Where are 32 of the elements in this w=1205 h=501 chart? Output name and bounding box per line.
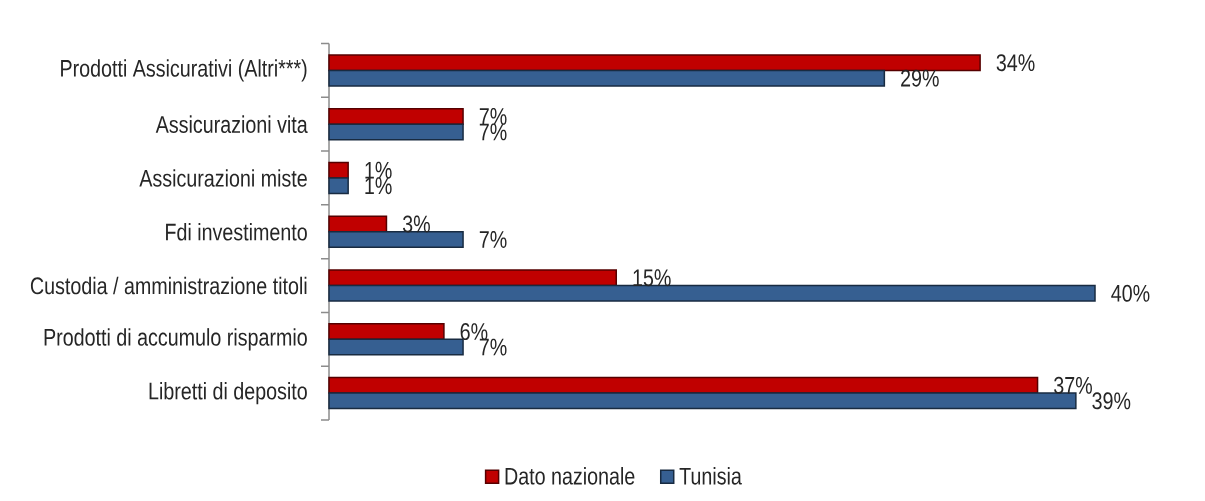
bar bbox=[328, 69, 886, 87]
data-label: 7% bbox=[479, 123, 507, 141]
y-tick-label: Fdi investimento bbox=[166, 222, 307, 241]
bar bbox=[328, 392, 1077, 410]
bar bbox=[328, 338, 464, 356]
data-label: 1% bbox=[365, 177, 392, 195]
data-label: 15% bbox=[633, 269, 671, 287]
y-tick-label: Assicurazioni miste bbox=[139, 169, 307, 187]
data-label: 39% bbox=[1092, 392, 1131, 410]
legend-label: Dato nazionale bbox=[505, 467, 635, 485]
bar bbox=[328, 269, 618, 287]
data-label: 7% bbox=[479, 108, 507, 125]
y-tick-label: Assicurazioni vita bbox=[155, 115, 308, 133]
data-label: 40% bbox=[1111, 284, 1150, 302]
bar bbox=[328, 161, 349, 179]
data-label: 7% bbox=[479, 231, 507, 248]
bar bbox=[328, 123, 464, 141]
data-label: 29% bbox=[901, 69, 939, 87]
y-tick-label: Prodotti Assicurativi (Altri***) bbox=[61, 59, 307, 82]
bar bbox=[328, 231, 464, 249]
y-tick-label: Custodia / amministrazione titoli bbox=[30, 276, 307, 295]
data-label: 7% bbox=[479, 338, 507, 356]
y-tick-label: Libretti di deposito bbox=[149, 381, 307, 405]
data-label: 37% bbox=[1054, 376, 1092, 394]
bar bbox=[328, 323, 445, 341]
data-label: 6% bbox=[460, 323, 488, 341]
data-label: 34% bbox=[996, 54, 1035, 72]
data-label: 1% bbox=[365, 161, 392, 179]
legend-label: Tunisia bbox=[679, 467, 742, 485]
data-label: 3% bbox=[402, 215, 430, 233]
y-tick-label: Prodotti di accumulo risparmio bbox=[44, 328, 307, 351]
bar bbox=[328, 177, 349, 195]
